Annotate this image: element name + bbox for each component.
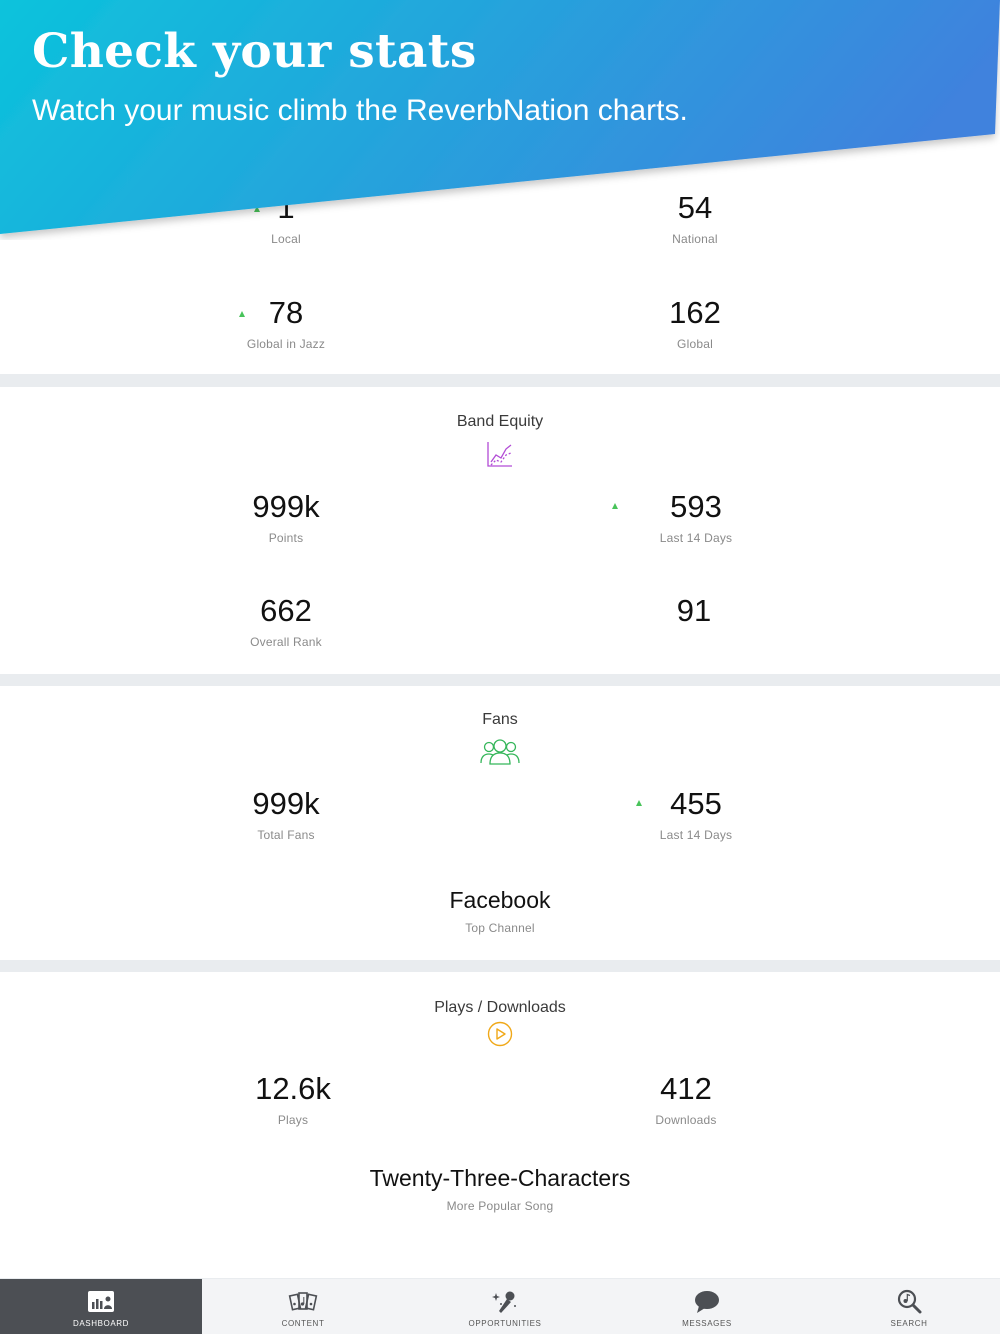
tab-dashboard[interactable]: DASHBOARD (0, 1279, 202, 1334)
trend-up-icon (239, 311, 245, 317)
downloads-count: 412 Downloads (536, 1071, 836, 1127)
play-circle-icon (487, 1021, 513, 1047)
tab-label: MESSAGES (682, 1319, 732, 1328)
global-genre-rank-value: 78 (268, 295, 304, 330)
plays-title: Plays / Downloads (434, 999, 566, 1016)
tab-label: SEARCH (890, 1319, 928, 1328)
global-rank-label: Global (677, 337, 713, 351)
plays-count: 12.6k Plays (143, 1071, 443, 1127)
fans-top-channel-label: Top Channel (465, 921, 535, 935)
bottom-tab-bar: DASHBOARD CONTENT O (0, 1279, 1000, 1334)
equity-overall-rank-label: Overall Rank (250, 635, 322, 649)
equity-points-value: 999k (252, 489, 320, 524)
national-rank-label: National (672, 232, 718, 246)
fans-total-label: Total Fans (257, 828, 315, 842)
trend-up-icon (636, 800, 642, 806)
band-equity-card: Band Equity 999k Points 593 Last 14 Days… (0, 387, 1000, 674)
chart-line-icon (487, 442, 512, 467)
local-rank-label: Local (271, 232, 301, 246)
band-equity-title: Band Equity (456, 413, 544, 430)
equity-last14-value: 593 (670, 489, 722, 524)
popular-song-label: More Popular Song (446, 1199, 554, 1213)
tab-opportunities[interactable]: OPPORTUNITIES (404, 1279, 606, 1334)
equity-overall-rank: 662 Overall Rank (136, 593, 436, 649)
global-rank-value: 162 (669, 295, 721, 330)
search-icon (897, 1289, 922, 1314)
messages-icon (695, 1291, 719, 1313)
downloads-count-value: 412 (660, 1071, 712, 1106)
fans-total: 999k Total Fans (136, 786, 436, 842)
tab-label: OPPORTUNITIES (468, 1319, 542, 1328)
fans-last14-label: Last 14 Days (659, 828, 733, 842)
global-genre-rank: 78 Global in Jazz (136, 295, 436, 351)
plays-card: Plays / Downloads 12.6k Plays 412 Downlo… (0, 972, 1000, 1278)
fans-card: Fans 999k Total Fans 455 Last 14 Days Fa… (0, 686, 1000, 960)
tab-content[interactable]: CONTENT (202, 1279, 404, 1334)
popular-song-value: Twenty-Three-Characters (369, 1165, 631, 1191)
dashboard-icon (88, 1291, 114, 1312)
plays-count-value: 12.6k (255, 1071, 331, 1106)
banner-background (0, 0, 1000, 234)
tab-messages[interactable]: MESSAGES (606, 1279, 808, 1334)
plays-count-label: Plays (277, 1113, 309, 1127)
equity-other: 91 (544, 593, 844, 629)
equity-other-value: 91 (676, 593, 712, 628)
opportunities-icon (492, 1291, 516, 1313)
popular-song: Twenty-Three-Characters More Popular Son… (250, 1163, 750, 1213)
fans-group-icon (480, 739, 520, 765)
fans-last14-value: 455 (670, 786, 722, 821)
fans-top-channel: Facebook Top Channel (250, 885, 750, 935)
national-rank-value: 54 (677, 190, 713, 225)
global-genre-rank-label: Global in Jazz (246, 337, 326, 351)
downloads-count-label: Downloads (655, 1113, 717, 1127)
content-icon (288, 1292, 318, 1311)
equity-points: 999k Points (136, 489, 436, 545)
global-rank: 162 Global (545, 295, 845, 351)
trend-up-icon (254, 206, 260, 212)
tab-search[interactable]: SEARCH (808, 1279, 1000, 1334)
equity-points-label: Points (268, 531, 304, 545)
promo-banner: Check your stats Watch your music climb … (0, 0, 1000, 240)
tab-label: DASHBOARD (72, 1319, 130, 1328)
fans-top-channel-value: Facebook (449, 887, 551, 913)
national-rank: 54 National (545, 190, 845, 246)
tab-label: CONTENT (281, 1319, 325, 1328)
trend-up-icon (612, 503, 618, 509)
equity-last14: 593 Last 14 Days (546, 489, 846, 545)
fans-title: Fans (482, 711, 518, 728)
equity-overall-rank-value: 662 (260, 593, 312, 628)
fans-last14: 455 Last 14 Days (546, 786, 846, 842)
fans-total-value: 999k (252, 786, 320, 821)
banner-title: Check your stats (32, 24, 477, 79)
equity-last14-label: Last 14 Days (659, 531, 733, 545)
banner-subtitle: Watch your music climb the ReverbNation … (32, 94, 688, 127)
